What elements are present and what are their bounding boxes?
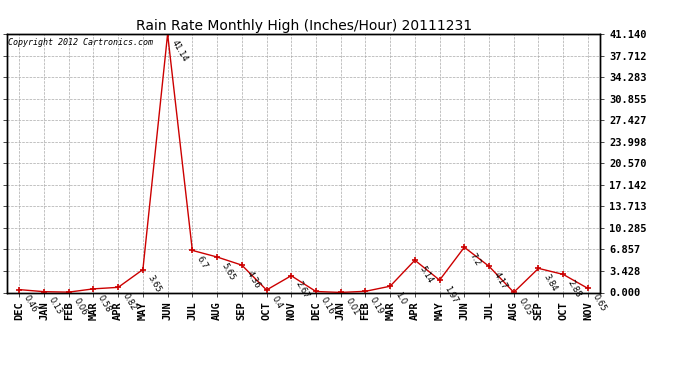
Text: 0.06: 0.06 [72,296,88,317]
Text: 0.13: 0.13 [47,296,63,316]
Text: 0.16: 0.16 [319,296,336,316]
Text: 41.14: 41.14 [170,38,190,63]
Title: Rain Rate Monthly High (Inches/Hour) 20111231: Rain Rate Monthly High (Inches/Hour) 201… [135,19,472,33]
Text: 1.97: 1.97 [442,284,460,305]
Text: 0.01: 0.01 [344,297,360,317]
Text: 5.65: 5.65 [220,261,237,282]
Text: 0.46: 0.46 [22,294,39,314]
Text: 6.7: 6.7 [195,255,210,271]
Text: 3.84: 3.84 [541,273,558,293]
Text: 7.2: 7.2 [467,251,482,267]
Text: 0.4: 0.4 [269,294,284,310]
Text: Copyright 2012 Cartronics.com: Copyright 2012 Cartronics.com [8,38,153,46]
Text: 2.67: 2.67 [294,280,311,300]
Text: 0.03: 0.03 [517,297,533,317]
Text: 5.14: 5.14 [417,264,435,285]
Text: 0.19: 0.19 [368,296,385,316]
Text: 1.0: 1.0 [393,290,407,306]
Text: 0.65: 0.65 [591,292,608,313]
Text: 4.36: 4.36 [244,269,262,290]
Text: 0.82: 0.82 [121,291,138,312]
Text: 2.88: 2.88 [566,279,583,299]
Text: 0.58: 0.58 [96,293,113,314]
Text: 3.65: 3.65 [146,274,163,294]
Text: 4.17: 4.17 [492,270,509,291]
